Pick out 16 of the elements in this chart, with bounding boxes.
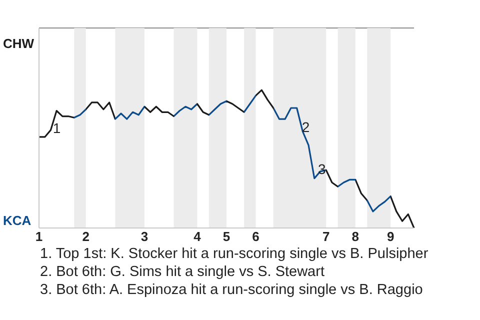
x-tick-label: 7 bbox=[322, 229, 330, 244]
x-tick-label: 2 bbox=[82, 229, 90, 244]
text: CHW bbox=[3, 36, 35, 51]
annotation: 2 bbox=[302, 119, 310, 135]
text: 2. Bot 6th: G. Sims hit a single vs S. Stewart bbox=[40, 263, 326, 281]
text: KCA bbox=[3, 213, 32, 228]
x-tick-label: 5 bbox=[222, 229, 230, 244]
x-tick-label: 4 bbox=[194, 229, 202, 244]
x-tick-label: 1 bbox=[35, 229, 43, 244]
x-tick-label: 3 bbox=[140, 229, 148, 244]
text: 1. Top 1st: K. Stocker hit a run-scoring single vs B. Pulsipher bbox=[40, 245, 428, 263]
x-tick-label: 6 bbox=[252, 229, 260, 244]
x-tick-label: 9 bbox=[386, 229, 394, 244]
annotation: 1 bbox=[52, 120, 61, 136]
text: 3. Bot 6th: A. Espinoza hit a run-scoring single vs B. Raggio bbox=[40, 281, 424, 299]
x-tick-label: 8 bbox=[352, 229, 360, 244]
